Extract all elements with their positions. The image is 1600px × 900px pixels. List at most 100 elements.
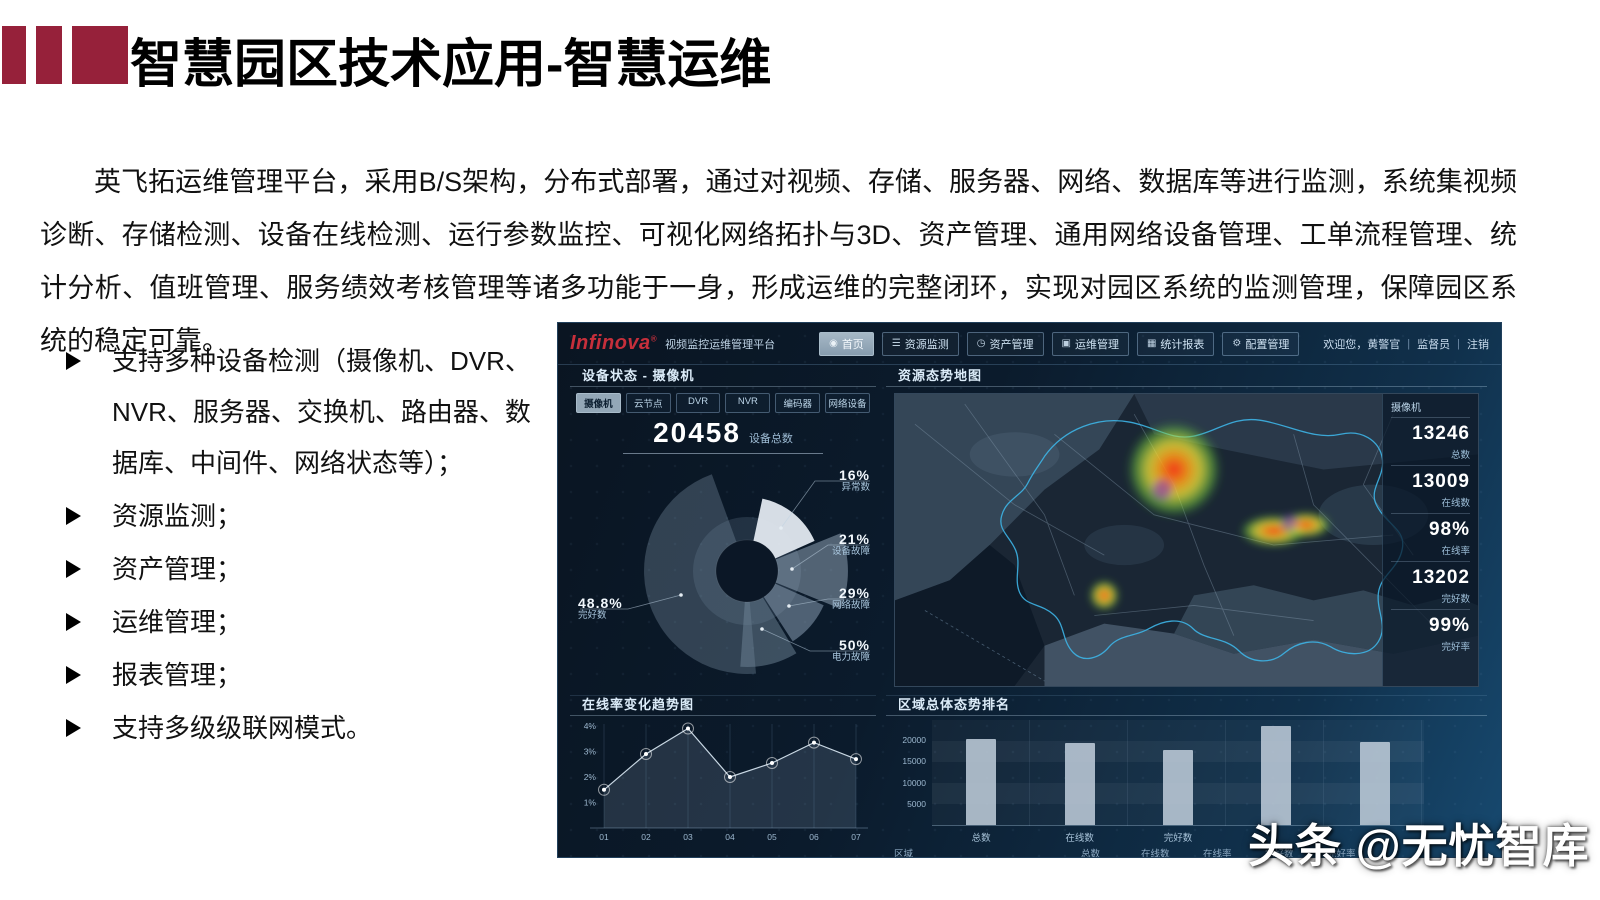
y-axis-tick: 10000	[902, 777, 926, 788]
device-type-tabs: 摄像机 云节点 DVR NVR 编码器 网络设备	[576, 393, 870, 413]
bullet-arrow-icon	[66, 544, 112, 595]
stat-block: 13202 完好数	[1391, 561, 1470, 609]
rank-footer-col: 在线率	[1203, 849, 1232, 858]
config-icon: ⚙	[1232, 338, 1242, 349]
rank-panel-title: 区域总体态势排名	[886, 696, 1487, 716]
online-rate-line-chart: 1% 2% 3% 4% 01 02 03 04 05 06 07	[584, 721, 868, 842]
rank-bar-0	[966, 738, 997, 825]
stat-value: 13009	[1412, 471, 1470, 492]
underline	[623, 453, 823, 454]
stat-value: 99%	[1428, 615, 1470, 636]
device-tab-1[interactable]: 云节点	[625, 393, 671, 413]
stat-block: 13246 总数	[1391, 417, 1470, 465]
rank-table-header-row: 区域 总数 在线数 在线率 完好数 完好率	[894, 846, 1487, 858]
device-tab-3[interactable]: NVR	[725, 393, 771, 413]
stat-label: 在线数	[1441, 498, 1470, 509]
dashboard-navbar: Infinova® 视频监控运维管理平台 ◉ 首页 ☰ 资源监测 ◷ 资产管理 ▣ 运维管理 ▦…	[558, 323, 1501, 365]
bullet-arrow-icon	[66, 336, 112, 489]
y-axis-tick: 5000	[907, 798, 926, 809]
report-icon: ▦	[1146, 338, 1157, 349]
list-item: 支持多级级联网模式。	[66, 703, 544, 754]
device-total-label: 设备总数	[748, 433, 793, 445]
heatmap-map	[895, 394, 1478, 686]
nav-button-report[interactable]: ▦ 统计报表	[1136, 331, 1215, 356]
district-boundary	[1000, 418, 1404, 662]
stat-label: 在线率	[1441, 546, 1470, 557]
region-rank-panel: 区域总体态势排名 5000 10000 15000 20000 总数 在线数 完好数 区域…	[886, 695, 1487, 857]
region-rank-bar-chart: 5000 10000 15000 20000	[902, 720, 1424, 826]
nav-button-home[interactable]: ◉ 首页	[819, 331, 874, 356]
online-rate-trend-panel: 在线率变化趋势图 1% 2% 3% 4% 01 02 03 04 05 06 07	[570, 695, 876, 847]
nav-button-label: 资源监测	[904, 338, 949, 351]
list-item: 运维管理；	[66, 597, 544, 648]
bullet-arrow-icon	[66, 650, 112, 701]
resource-monitor-icon: ☰	[891, 338, 901, 349]
infinova-logo: Infinova®	[570, 332, 658, 354]
stat-label: 总数	[1450, 450, 1470, 461]
device-tab-2[interactable]: DVR	[675, 393, 721, 413]
bullet-arrow-icon	[66, 703, 112, 754]
stat-value: 13246	[1412, 423, 1470, 444]
welcome-text: 欢迎您，黄警官	[1323, 338, 1401, 351]
title-decoration-square-1	[2, 26, 26, 84]
list-item: 资产管理；	[66, 544, 544, 595]
y-axis-tick: 15000	[902, 756, 926, 767]
list-item: 报表管理；	[66, 650, 544, 701]
callout-abnormal: 16% 异常数	[838, 467, 870, 494]
bullet-list: 支持多种设备检测（摄像机、DVR、NVR、服务器、交换机、路由器、数据库、中间件…	[66, 336, 544, 756]
device-tab-5[interactable]: 网络设备	[825, 393, 870, 413]
rank-footer-col: 在线数	[1141, 849, 1170, 858]
bullet-text: 资产管理；	[112, 554, 243, 584]
callout-network-fault: 29% 网络故障	[831, 585, 870, 612]
bar-category-label: 在线数	[1065, 833, 1094, 844]
stats-header: 摄像机	[1391, 403, 1421, 414]
rank-bar-3	[1261, 725, 1292, 825]
rank-bar-2	[1163, 749, 1193, 825]
map-container: 摄像机 13246 总数 13009 在线数 98% 在线率 13202 完好数 99% 完好率	[894, 393, 1479, 687]
bullet-text: 支持多级级联网模式。	[112, 713, 373, 743]
svg-text:06: 06	[809, 832, 819, 842]
user-bar: 欢迎您，黄警官 | 监督员 | 注销	[1323, 336, 1489, 352]
nav-button-asset-management[interactable]: ◷ 资产管理	[966, 331, 1044, 356]
bullet-text: 报表管理；	[112, 660, 243, 690]
rank-footer-col: 完好数	[1265, 849, 1294, 858]
nav-button-label: 统计报表	[1160, 338, 1205, 351]
svg-text:03: 03	[683, 832, 693, 842]
nav-button-config[interactable]: ⚙ 配置管理	[1222, 331, 1300, 356]
stat-block: 99% 完好率	[1391, 609, 1470, 657]
divider: |	[1457, 337, 1460, 350]
stat-value: 13202	[1412, 567, 1470, 588]
stat-label: 完好数	[1441, 594, 1470, 605]
device-tab-4[interactable]: 编码器	[775, 393, 821, 413]
bullet-text: 运维管理；	[112, 607, 243, 637]
heat-blob-north	[1126, 421, 1222, 518]
nav-menu: ◉ 首页 ☰ 资源监测 ◷ 资产管理 ▣ 运维管理 ▦ 统计报表 ⚙ 配置管理	[819, 331, 1300, 356]
svg-text:04: 04	[725, 832, 735, 842]
nav-button-label: 资产管理	[989, 338, 1034, 351]
stat-label: 完好率	[1441, 642, 1470, 653]
device-tab-0[interactable]: 摄像机	[576, 393, 621, 413]
nav-button-resource-monitor[interactable]: ☰ 资源监测	[881, 331, 959, 356]
device-total-number: 20458	[653, 417, 741, 448]
bullet-arrow-icon	[66, 597, 112, 648]
svg-text:2%: 2%	[584, 772, 597, 782]
map-panel-title: 资源态势地图	[886, 367, 1487, 387]
callout-device-fault: 21% 设备故障	[831, 531, 870, 558]
callout-healthy: 48.8% 完好数	[578, 595, 623, 622]
camera-stats-panel: 摄像机 13246 总数 13009 在线数 98% 在线率 13202 完好数 99% 完好率	[1382, 394, 1478, 686]
svg-text:07: 07	[851, 832, 861, 842]
dashboard-screenshot: Infinova® 视频监控运维管理平台 ◉ 首页 ☰ 资源监测 ◷ 资产管理 ▣ 运维管理 ▦…	[557, 322, 1502, 858]
svg-text:02: 02	[641, 832, 651, 842]
bullet-text: 资源监测；	[112, 501, 243, 531]
stat-block: 98% 在线率	[1391, 513, 1470, 561]
rank-footer-col: 区域	[894, 849, 914, 858]
intro-paragraph: 英飞拓运维管理平台，采用B/S架构，分布式部署，通过对视频、存储、服务器、网络、…	[40, 167, 1517, 356]
svg-text:3%: 3%	[584, 747, 597, 757]
page-title: 智慧园区技术应用-智慧运维	[130, 36, 772, 94]
logout-link[interactable]: 注销	[1467, 338, 1489, 351]
nav-button-ops-management[interactable]: ▣ 运维管理	[1051, 331, 1129, 356]
svg-text:01: 01	[599, 832, 609, 842]
list-item: 支持多种设备检测（摄像机、DVR、NVR、服务器、交换机、路由器、数据库、中间件…	[66, 336, 544, 489]
bullet-text: 支持多种设备检测（摄像机、DVR、NVR、服务器、交换机、路由器、数据库、中间件…	[112, 346, 531, 478]
